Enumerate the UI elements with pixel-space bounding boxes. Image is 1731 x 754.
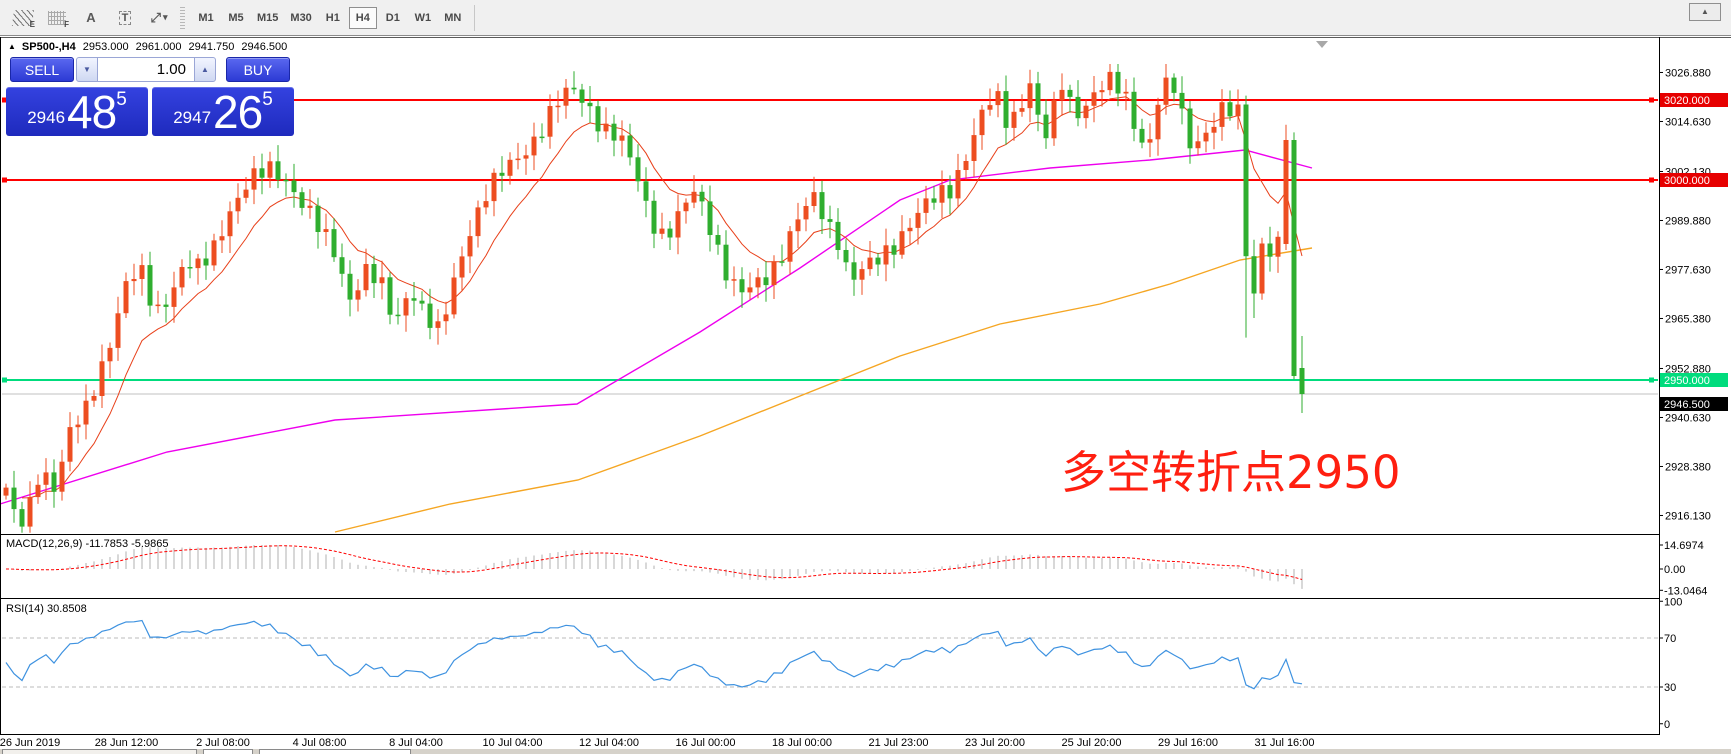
axis-label: 14.6974 — [1664, 540, 1704, 552]
buy-price-sup: 5 — [262, 89, 273, 110]
axis-label: 30 — [1664, 682, 1676, 694]
time-axis-label: 4 Jul 08:00 — [293, 737, 347, 749]
axis-label: 2928.380 — [1665, 461, 1711, 473]
quote-close: 2946.500 — [241, 41, 288, 53]
current-price-badge: 2946.500 — [1660, 397, 1728, 411]
axis-label: 2977.630 — [1665, 264, 1711, 276]
axis-label: 3026.880 — [1665, 67, 1711, 79]
one-click-trading-panel: SELL ▼ ▲ BUY 2946 48 5 2947 26 5 — [6, 54, 294, 138]
timeframe-button-M1[interactable]: M1 — [192, 7, 220, 29]
buy-price-big: 26 — [213, 86, 263, 139]
price-badge: 3000.000 — [1660, 173, 1728, 187]
time-axis-label: 28 Jun 12:00 — [95, 737, 159, 749]
time-axis-label: 12 Jul 04:00 — [579, 737, 639, 749]
quote-low: 2941.750 — [188, 41, 235, 53]
axis-label: 2989.880 — [1665, 215, 1711, 227]
axis-label: -13.0464 — [1664, 585, 1707, 597]
quote-header: ▲ SP500-,H4 2953.000 2961.000 2941.750 2946.5… — [8, 41, 287, 53]
timeframe-button-MN[interactable]: MN — [439, 7, 467, 29]
time-axis-label: 21 Jul 23:00 — [869, 737, 929, 749]
timeframe-button-H4[interactable]: H4 — [348, 6, 377, 29]
time-axis-label: 26 Jun 2019 — [0, 737, 60, 749]
sell-price-small: 2946 — [27, 108, 66, 127]
buy-button[interactable]: BUY — [226, 57, 290, 82]
axis-label: 100 — [1664, 596, 1682, 608]
axis-label: 2946.500 — [1664, 399, 1710, 411]
price-badge: 2950.000 — [1660, 373, 1728, 387]
time-axis-label: 23 Jul 20:00 — [965, 737, 1025, 749]
axis-label: 2965.380 — [1665, 313, 1711, 325]
buy-price-small: 2947 — [173, 108, 212, 127]
volume-input[interactable] — [98, 58, 190, 80]
time-axis-label: 29 Jul 16:00 — [1158, 737, 1218, 749]
candles-layer — [3, 64, 1305, 533]
time-axis-label: 31 Jul 16:00 — [1255, 737, 1315, 749]
macd-axis[interactable]: 14.6974 0.00 -13.0464 — [1659, 540, 1707, 597]
sell-price-display[interactable]: 2946 48 5 — [6, 87, 148, 136]
axis-label: 3000.000 — [1664, 175, 1710, 187]
symbol-marker-icon: ▲ — [8, 42, 16, 51]
toolbar-separator — [473, 4, 475, 31]
time-axis-label: 10 Jul 04:00 — [483, 737, 543, 749]
time-axis[interactable]: 26 Jun 2019 28 Jun 12:00 2 Jul 08:00 4 Jul … — [0, 737, 1314, 749]
chart-tab-bar — [0, 749, 1731, 754]
volume-field — [98, 57, 194, 82]
time-axis-label: 8 Jul 04:00 — [389, 737, 443, 749]
time-axis-label: 25 Jul 20:00 — [1062, 737, 1122, 749]
moving-averages-layer — [1, 96, 1313, 533]
axis-label: 0.00 — [1664, 564, 1685, 576]
quote-open: 2953.000 — [82, 41, 129, 53]
axis-label: 3020.000 — [1664, 95, 1710, 107]
axis-label: 3014.630 — [1665, 116, 1711, 128]
timeframe-button-H1[interactable]: H1 — [319, 7, 347, 29]
arrow-objects-icon[interactable]: ⤢ ▾ — [150, 9, 168, 25]
text-label-icon[interactable]: A — [86, 10, 96, 25]
rsi-pane — [2, 619, 1658, 690]
chart-surface[interactable]: 3026.8803014.6303002.1302989.8802977.630… — [0, 36, 1731, 754]
timeframe-button-M5[interactable]: M5 — [222, 7, 250, 29]
macd-label: MACD(12,26,9) -11.7853 -5.9865 — [6, 538, 168, 550]
sell-price-sup: 5 — [116, 89, 127, 110]
axis-label: 2950.000 — [1664, 375, 1710, 387]
symbol-title: SP500-,H4 — [21, 41, 76, 53]
timeframe-toolbar: M1 M5 M15 M30 H1 H4 D1 W1 MN — [191, 6, 468, 29]
chart-shift-marker-icon[interactable] — [1316, 41, 1328, 48]
timeframe-button-M15[interactable]: M15 — [252, 7, 283, 29]
chart-annotation-text: 多空转折点2950 — [1061, 446, 1401, 499]
toolbar-drag-handle[interactable] — [180, 6, 185, 29]
time-axis-label: 2 Jul 08:00 — [196, 737, 250, 749]
rsi-label: RSI(14) 30.8508 — [6, 603, 87, 615]
sell-button[interactable]: SELL — [10, 57, 74, 82]
timeframe-button-D1[interactable]: D1 — [379, 7, 407, 29]
timeframe-button-M30[interactable]: M30 — [285, 7, 316, 29]
time-axis-label: 18 Jul 00:00 — [772, 737, 832, 749]
axis-label: 2916.130 — [1665, 510, 1711, 522]
chart-tab[interactable] — [259, 749, 411, 754]
timeframe-button-W1[interactable]: W1 — [409, 7, 437, 29]
macd-pane — [5, 545, 1303, 589]
grid-objects-icon[interactable]: F — [42, 6, 72, 30]
rsi-axis[interactable]: 100 70 30 0 — [1659, 596, 1682, 731]
chevron-down-icon: ▾ — [162, 12, 168, 22]
axis-label: 2940.630 — [1665, 412, 1711, 424]
buy-price-display[interactable]: 2947 26 5 — [152, 87, 294, 136]
axis-label: 2952.880 — [1665, 363, 1711, 375]
price-badge: 3020.000 — [1660, 93, 1728, 107]
window-restore-button[interactable]: ▲ — [1689, 3, 1721, 21]
price-axis[interactable]: 3026.8803014.6303002.1302989.8802977.630… — [1659, 67, 1728, 522]
toolbar: E F A T ⤢ ▾ M1 M5 M15 M30 H1 H4 D1 W1 MN ▲ — [0, 0, 1731, 36]
hatch-objects-icon[interactable]: E — [8, 6, 38, 30]
chart-tab[interactable] — [2, 749, 197, 754]
volume-decrease-button[interactable]: ▼ — [76, 57, 98, 82]
axis-label: 70 — [1664, 633, 1676, 645]
time-axis-label: 16 Jul 00:00 — [676, 737, 736, 749]
axis-label: 0 — [1664, 719, 1670, 731]
chart-tab[interactable] — [203, 749, 253, 754]
quote-high: 2961.000 — [135, 41, 182, 53]
volume-increase-button[interactable]: ▲ — [194, 57, 216, 82]
sell-price-big: 48 — [67, 86, 117, 139]
text-box-icon[interactable]: T — [110, 6, 140, 30]
